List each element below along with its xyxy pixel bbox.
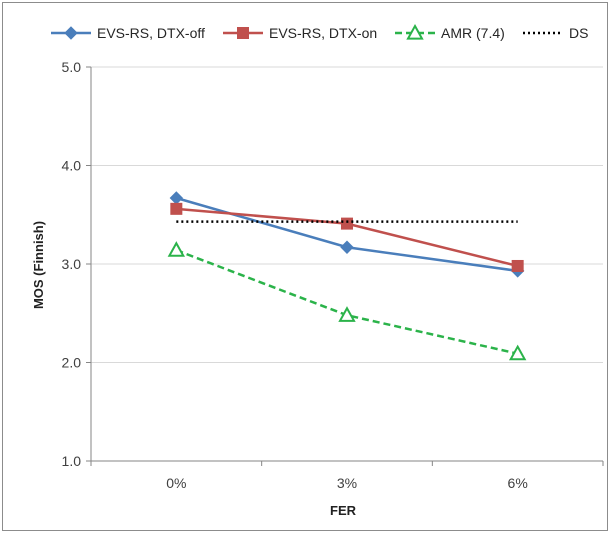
legend-label: EVS-RS, DTX-on bbox=[269, 25, 377, 41]
legend: EVS-RS, DTX-off EVS-RS, DTX-on AMR (7.4) DS bbox=[51, 23, 588, 41]
chart-frame: 1.0 2.0 3.0 4.0 5.0 0% 3% 6% EVS-RS, DTX-off EVS… bbox=[2, 2, 608, 531]
legend-swatch-marker bbox=[64, 26, 78, 40]
legend-item-0: EVS-RS, DTX-off bbox=[51, 25, 205, 41]
axis-layer: 1.0 2.0 3.0 4.0 5.0 0% 3% 6% bbox=[62, 59, 604, 491]
x-tick-label: 6% bbox=[508, 475, 528, 491]
data-point bbox=[340, 240, 354, 254]
data-point bbox=[169, 191, 184, 205]
series-2 bbox=[167, 241, 527, 361]
y-tick-label: 3.0 bbox=[62, 256, 82, 272]
y-tick-label: 5.0 bbox=[62, 59, 82, 75]
legend-label: EVS-RS, DTX-off bbox=[97, 25, 205, 41]
data-point bbox=[341, 217, 353, 230]
y-tick-label: 2.0 bbox=[62, 355, 82, 371]
x-axis-title: FER bbox=[330, 503, 357, 518]
data-point bbox=[508, 344, 527, 361]
y-axis-title: MOS (Finnish) bbox=[31, 221, 46, 309]
series-line bbox=[176, 207, 518, 268]
x-tick-label: 0% bbox=[166, 475, 186, 491]
data-point bbox=[511, 259, 524, 272]
legend-item-1: EVS-RS, DTX-on bbox=[223, 25, 377, 41]
legend-item-3: DS bbox=[523, 25, 588, 41]
y-tick-label: 1.0 bbox=[62, 453, 82, 469]
data-point bbox=[338, 306, 356, 322]
mos-line-chart: 1.02.03.04.05.00% 3% 6% EVS-RS, DTX-off EVS… bbox=[31, 23, 604, 518]
data-point bbox=[167, 241, 186, 257]
legend-label: AMR (7.4) bbox=[441, 25, 505, 41]
legend-swatch-marker bbox=[237, 27, 249, 39]
series-line bbox=[175, 196, 518, 273]
legend-item-2: AMR (7.4) bbox=[395, 23, 505, 41]
series-1 bbox=[170, 202, 524, 272]
y-tick-label: 4.0 bbox=[62, 158, 82, 174]
series-line bbox=[175, 249, 518, 355]
data-point bbox=[170, 202, 183, 215]
legend-label: DS bbox=[569, 25, 588, 41]
x-tick-label: 3% bbox=[337, 475, 357, 491]
series-layer bbox=[167, 191, 527, 361]
legend-swatch-marker bbox=[406, 23, 424, 40]
